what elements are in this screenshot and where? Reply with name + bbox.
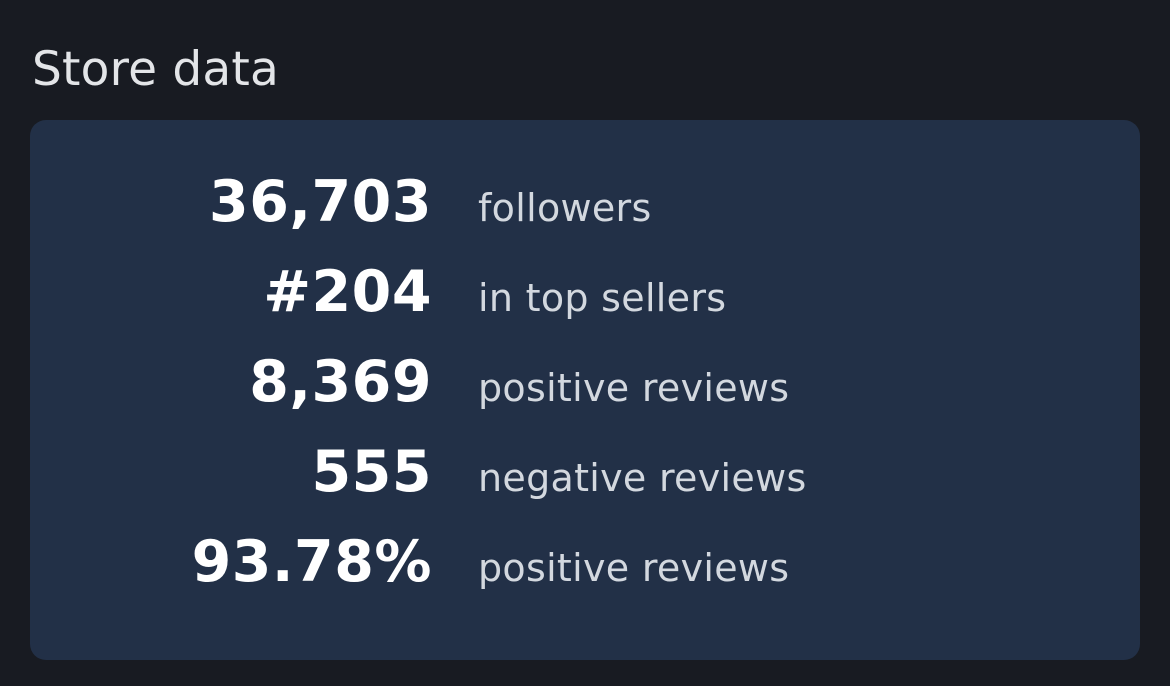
stat-value: 555: [311, 439, 432, 505]
store-stats-card: 36,703 followers #204 in top sellers 8,3…: [30, 120, 1140, 660]
stats-list: 36,703 followers #204 in top sellers 8,3…: [30, 174, 1140, 624]
stat-label: positive reviews: [478, 546, 790, 590]
stat-row-positive-percentage: 93.78% positive reviews: [30, 534, 1140, 624]
stat-label: in top sellers: [478, 276, 727, 320]
stat-label: positive reviews: [478, 366, 790, 410]
stat-row-negative-reviews: 555 negative reviews: [30, 444, 1140, 534]
stat-value: 93.78%: [191, 529, 432, 595]
stat-label: negative reviews: [478, 456, 807, 500]
stat-value: 8,369: [249, 349, 432, 415]
stat-row-followers: 36,703 followers: [30, 174, 1140, 264]
stat-label: followers: [478, 186, 652, 230]
stat-row-top-sellers: #204 in top sellers: [30, 264, 1140, 354]
stat-value: 36,703: [209, 169, 432, 235]
stat-row-positive-reviews: 8,369 positive reviews: [30, 354, 1140, 444]
stat-value: #204: [263, 259, 432, 325]
section-title: Store data: [32, 42, 280, 97]
